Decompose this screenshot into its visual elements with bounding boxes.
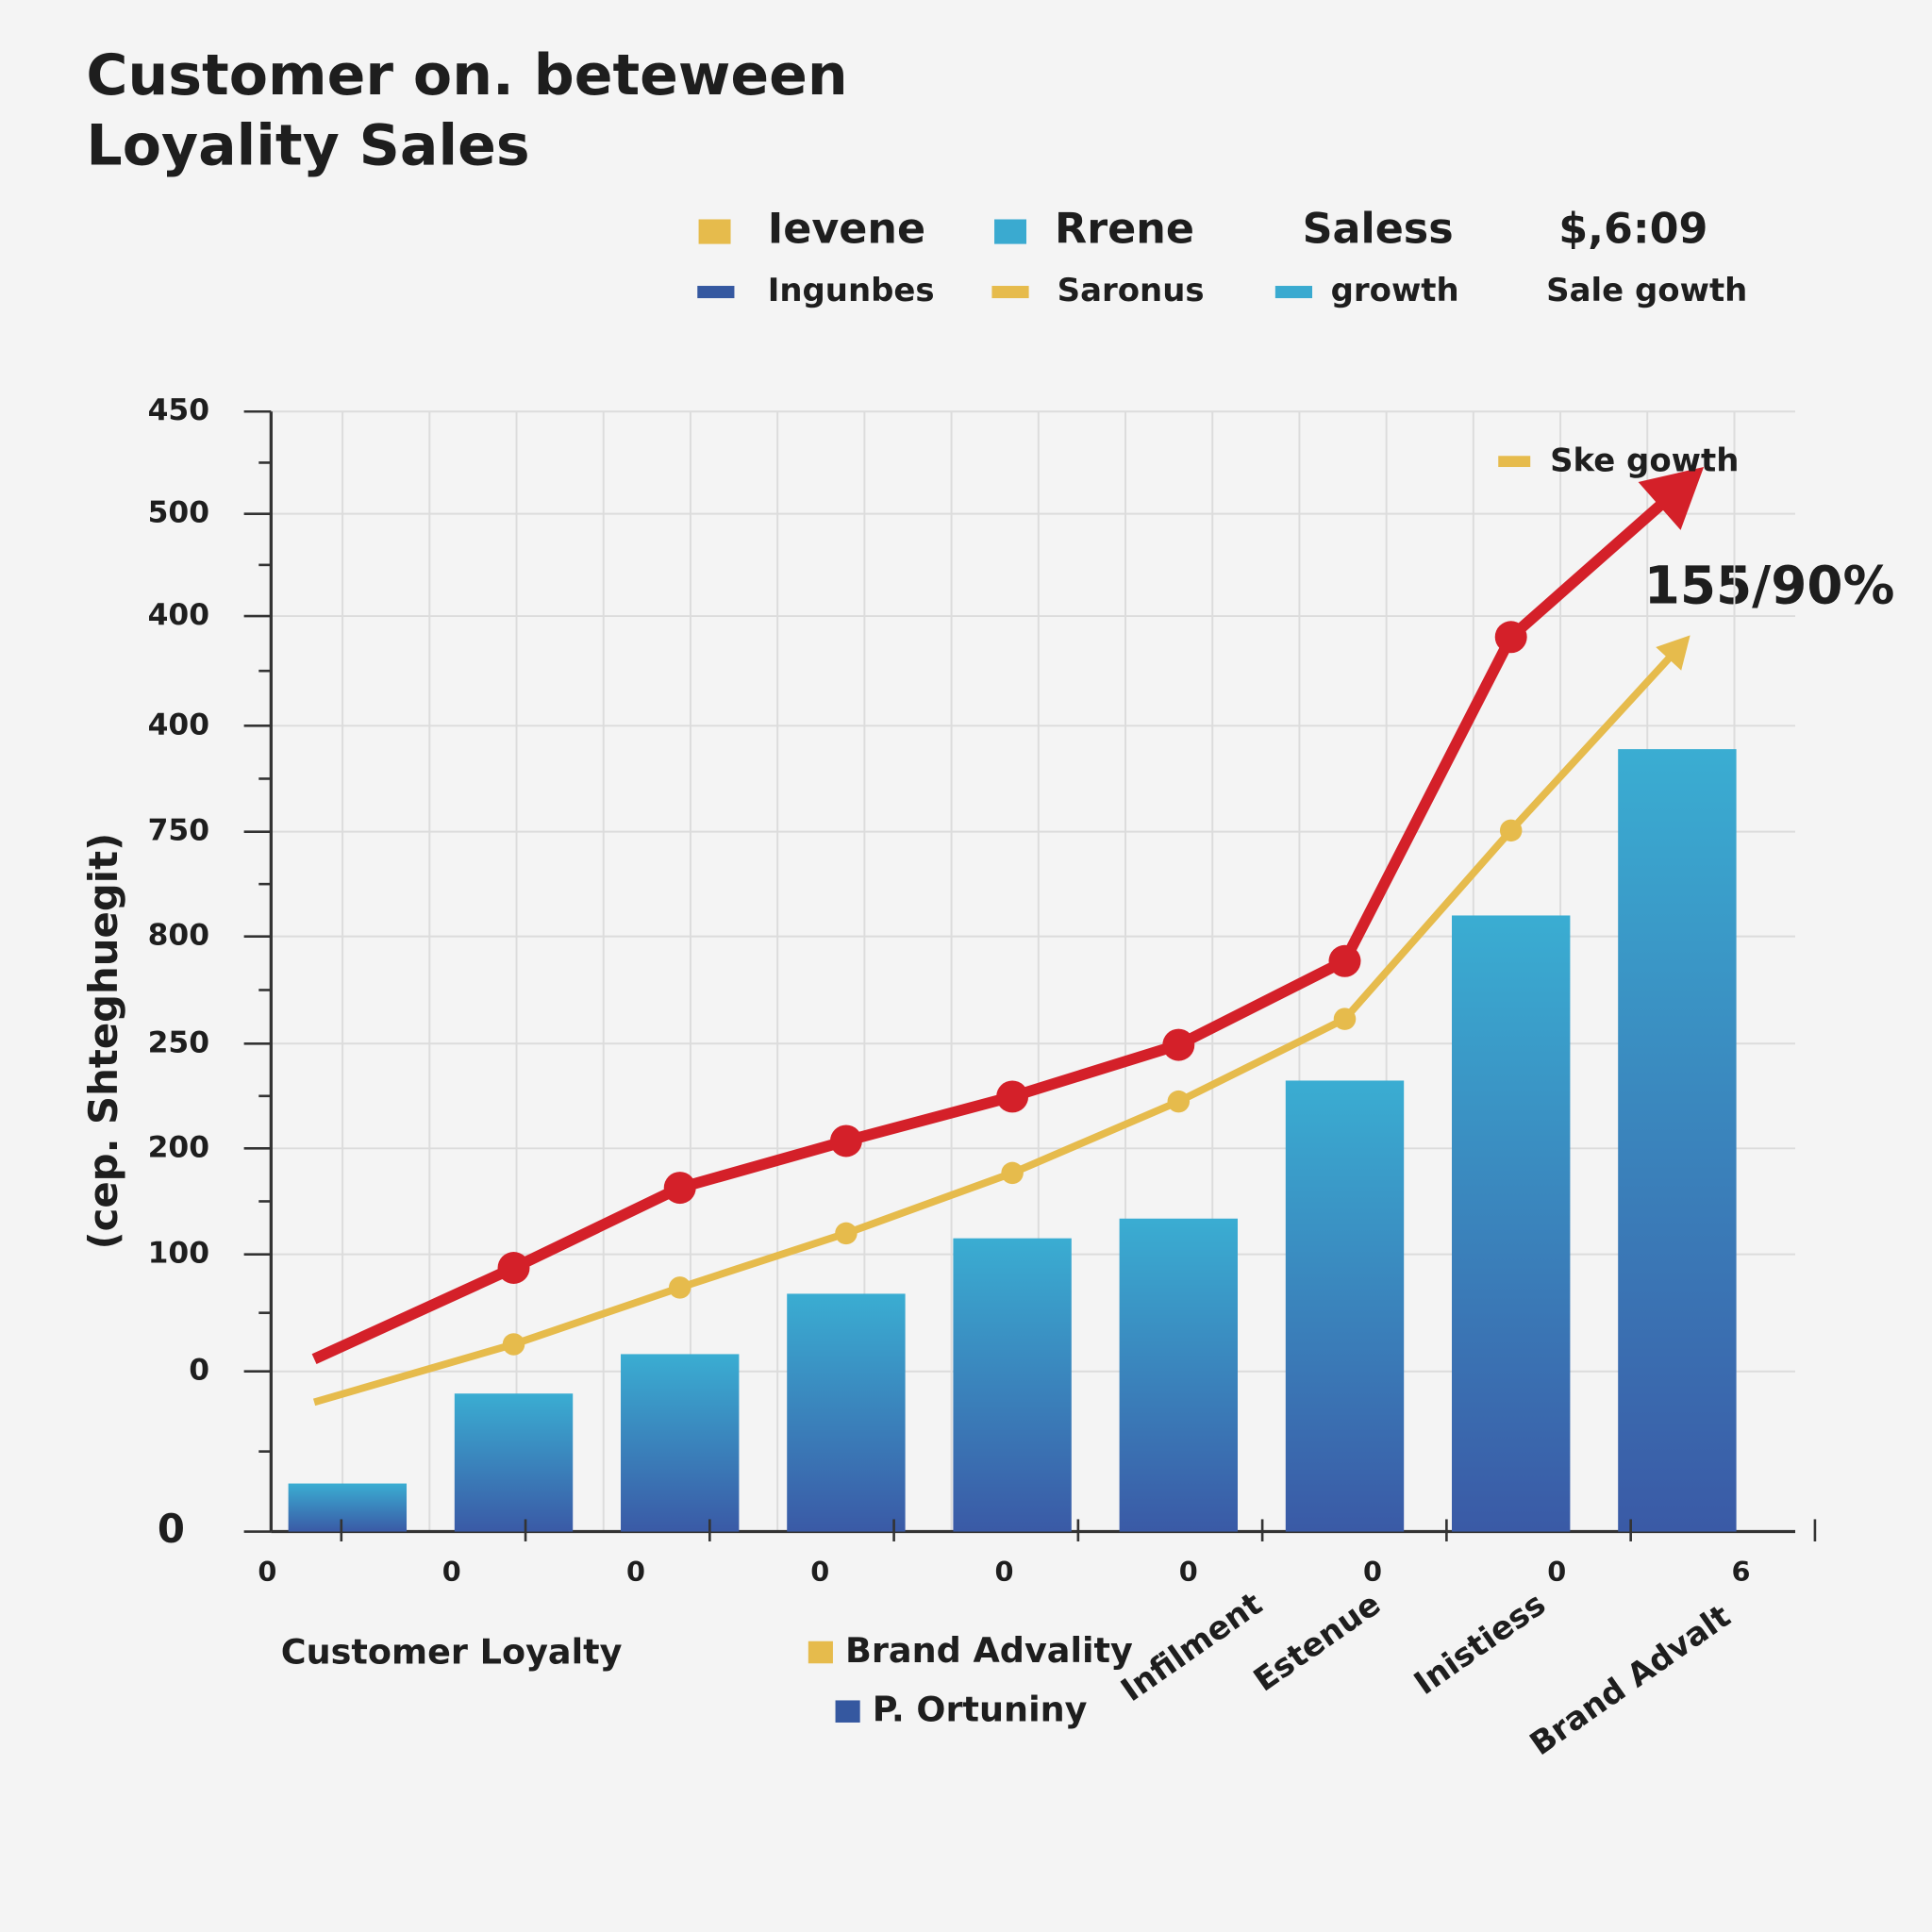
x-tick-label: 0 (258, 1556, 276, 1588)
legend-label: Saronus (1058, 272, 1205, 309)
bar (1452, 915, 1571, 1532)
chart-title: Loyality Sales (86, 113, 529, 179)
legend-swatch (697, 286, 735, 299)
line-marker (1499, 819, 1523, 842)
line-marker (663, 1172, 696, 1205)
x-tick-label: 0 (1547, 1556, 1566, 1588)
legend-label: Ingunbes (768, 272, 935, 309)
bar (1618, 749, 1737, 1532)
y-tick-label: 0 (189, 1354, 209, 1388)
arrow-head (1638, 466, 1705, 530)
x-tick-label: 0 (810, 1556, 829, 1588)
legend-swatch (808, 1641, 833, 1664)
line-marker (1333, 1008, 1357, 1030)
line-marker (1328, 944, 1361, 977)
bar (1285, 1080, 1405, 1532)
line-marker (829, 1124, 862, 1158)
arrow-head (1656, 635, 1690, 671)
x-tick-label: 0 (1363, 1556, 1382, 1588)
x-tick-label: 0 (442, 1556, 461, 1588)
legend-swatch (698, 219, 731, 244)
annotation: 155/90% (1644, 555, 1895, 615)
y-tick-label: 400 (148, 598, 209, 632)
bar (621, 1354, 740, 1532)
y-tick-label: 500 (148, 496, 209, 530)
bar (454, 1393, 574, 1532)
legend-label: Ievene (768, 206, 925, 254)
legend-label: Ske gowth (1550, 441, 1739, 479)
line-marker (1001, 1161, 1024, 1185)
line-marker (497, 1252, 530, 1284)
legend-swatch (994, 219, 1026, 244)
legend-label: growth (1331, 272, 1459, 309)
x-tick-label: 0 (1179, 1556, 1198, 1588)
x-tick-label: 6 (1732, 1556, 1751, 1588)
legend-swatch (1274, 286, 1313, 299)
legend-label: Sale gowth (1546, 272, 1747, 309)
line-marker (835, 1222, 858, 1245)
line-marker (1167, 1090, 1191, 1113)
legend-label: Brand Advality (845, 1630, 1133, 1671)
x-caption: Customer Loyalty (281, 1631, 623, 1672)
y-tick-label: 100 (148, 1237, 209, 1271)
legend-label: Rrene (1055, 206, 1194, 254)
line-marker (502, 1333, 525, 1356)
bar (953, 1238, 1072, 1532)
bar (787, 1293, 906, 1532)
x-tick-label: 0 (626, 1556, 645, 1588)
y-tick-label: 750 (148, 814, 209, 848)
legend-swatch (1498, 456, 1531, 468)
y-tick-label: 0 (158, 1506, 185, 1552)
bar (288, 1483, 408, 1532)
y-tick-label: 800 (148, 919, 209, 953)
legend-label: Saless (1303, 206, 1454, 254)
chart-title: Customer on. beteween (86, 42, 847, 108)
x-tick-label: 0 (994, 1556, 1013, 1588)
line-marker (1494, 621, 1527, 654)
legend-swatch (835, 1700, 860, 1723)
y-tick-label: 400 (148, 708, 209, 741)
y-tick-label: 450 (148, 393, 209, 427)
legend-label: $,6:09 (1558, 206, 1707, 254)
y-tick-label: 200 (148, 1130, 209, 1164)
line-marker (668, 1276, 691, 1299)
line-marker (996, 1080, 1029, 1113)
legend-swatch (991, 286, 1029, 299)
legend-label: P. Ortuniny (873, 1690, 1088, 1730)
line-marker (1162, 1028, 1195, 1061)
y-axis-label: (cep. Shteghuegit) (80, 833, 126, 1250)
bar (1119, 1218, 1238, 1532)
y-tick-label: 250 (148, 1025, 209, 1059)
